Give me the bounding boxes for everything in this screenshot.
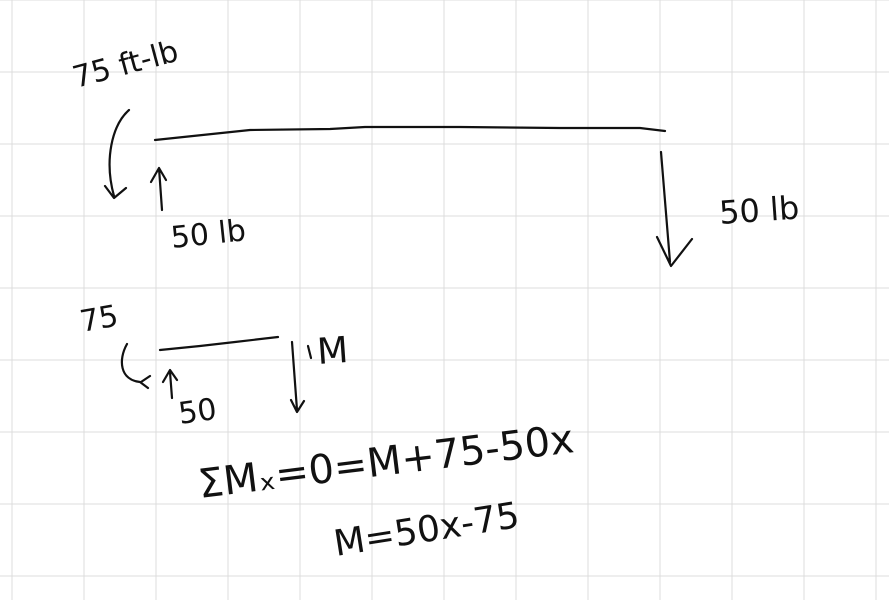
moment-arc-arrow [103,108,131,200]
support-force-label: 50 lb [169,213,247,256]
section-moment-arrow [120,342,152,390]
section-internal-label: M [316,330,350,373]
section-support-arrow [161,368,179,400]
section-force-label: 50 [176,392,219,432]
section-internal-tick [306,344,313,360]
section-internal-arrow [289,340,306,414]
support-reaction-arrow [149,166,168,212]
section-diagram: 75 50 M [77,299,349,432]
beam-line [153,125,667,142]
section-moment-label: 75 [77,299,121,340]
end-load-label: 50 lb [718,188,801,231]
end-load-arrow [655,150,694,268]
section-beam-line [158,335,280,352]
